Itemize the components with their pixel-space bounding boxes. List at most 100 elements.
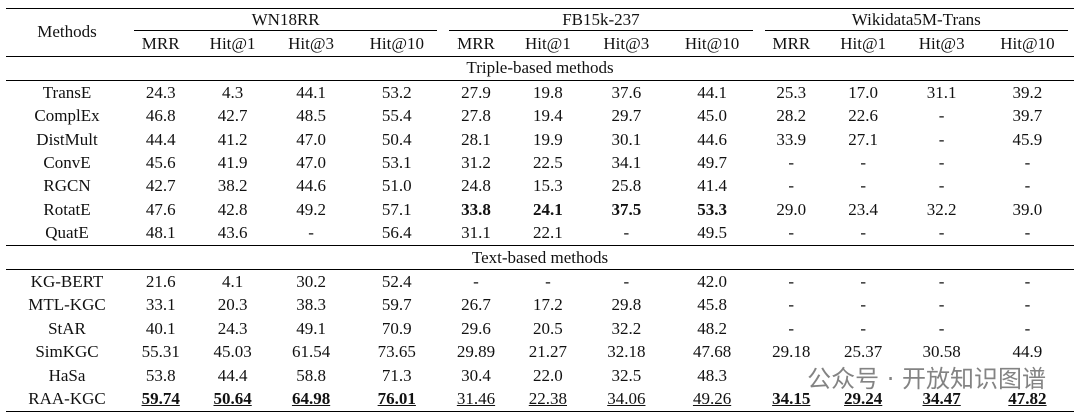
value-cell: 33.1 [145, 295, 176, 315]
method-name: RAA-KGC [6, 387, 128, 412]
value-cell: 34.47 [902, 387, 981, 412]
value-cell: - [860, 271, 867, 291]
value-cell: 23.4 [848, 199, 879, 219]
value-cell: 17.2 [533, 295, 563, 315]
value-cell: - [938, 271, 945, 291]
value-cell: 45.03 [213, 342, 252, 362]
value-cell: 46.8 [145, 106, 176, 126]
value: 59.74 [141, 388, 180, 408]
value-cell: 58.8 [296, 365, 326, 385]
value-cell: 53.8 [145, 365, 176, 385]
value-cell: 37.6 [611, 82, 642, 102]
value-cell: 55.4 [381, 106, 412, 126]
value-cell: 22.1 [508, 221, 588, 246]
value-cell: 53.2 [381, 82, 412, 102]
value: 76.01 [377, 388, 416, 408]
value-cell: 17.0 [848, 82, 879, 102]
section-title: Text-based methods [6, 245, 1074, 271]
value-cell: 49.7 [697, 153, 727, 173]
value-cell: 47.0 [296, 129, 326, 149]
value-cell: 22.6 [848, 106, 879, 126]
value-cell: 57.1 [381, 199, 412, 219]
value-cell: 28.1 [461, 129, 491, 149]
metric-header: Hit@10 [665, 32, 759, 57]
value-cell: 45.0 [697, 106, 727, 126]
value-cell: 20.3 [217, 295, 248, 315]
value-cell: 51.0 [381, 176, 412, 196]
value-cell: - [1024, 271, 1031, 291]
value-cell: 76.01 [350, 387, 444, 412]
table-row: QuatE 48.1 43.6-56.4 31.1 22.1-49.5- - - - [6, 221, 1074, 246]
section-row: Text-based methods [6, 245, 1074, 271]
value-cell: - [980, 221, 1074, 246]
methods-header: Methods [6, 8, 128, 57]
value: 29.24 [844, 388, 883, 408]
value-cell: 29.6 [461, 318, 491, 338]
metric-header: Hit@3 [271, 32, 351, 57]
method-name: DistMult [36, 129, 98, 149]
value-cell: - [1024, 153, 1031, 173]
table-body: Triple-based methods TransE 24.3 4.3 44.1 53.… [6, 56, 1074, 412]
value-cell: 37.5 [587, 198, 665, 221]
value-cell: 45.8 [697, 295, 727, 315]
value-cell: 31.1 [926, 82, 957, 102]
value-cell: 21.27 [528, 342, 568, 362]
value-cell: 42.0 [697, 271, 727, 291]
value-cell: 29.7 [611, 106, 642, 126]
value-cell: 4.1 [221, 271, 244, 291]
metric-header: MRR [443, 32, 509, 57]
value-cell: 30.1 [611, 129, 642, 149]
method-name: HaSa [48, 365, 86, 385]
metric-header-row: MRR Hit@1 Hit@3 Hit@10 MRR Hit@1 Hit@3 Hit@10 MR… [6, 32, 1074, 57]
method-name: RGCN [43, 176, 91, 196]
table-row: ComplEx 46.8 42.7 48.5 55.4 27.8 19.4 29.7 45.0 2… [6, 105, 1074, 128]
method-name: KG-BERT [30, 271, 104, 291]
value-cell: 52.4 [381, 271, 412, 291]
value-cell: 45.6 [145, 153, 176, 173]
value-cell: - [788, 176, 795, 196]
value-cell: - [938, 318, 945, 338]
group-label: WN18RR [134, 10, 438, 32]
value-cell: 28.2 [776, 106, 807, 126]
value: 24.1 [533, 199, 563, 219]
value-cell: 32.5 [611, 365, 642, 385]
group-label: Wikidata5M-Trans [764, 10, 1068, 32]
group-header: FB15k-237 [443, 8, 759, 33]
value-cell: 48.3 [697, 365, 727, 385]
value-cell: - [1024, 176, 1031, 196]
value-cell: 33.8 [443, 198, 508, 221]
group-label: FB15k-237 [449, 10, 753, 32]
method-name: MTL-KGC [28, 295, 106, 315]
value-cell: 22.0 [533, 365, 563, 385]
value-cell: 71.3 [381, 365, 412, 385]
value-cell: 42.8 [217, 199, 248, 219]
table-row: RotatE 47.6 42.8 49.2 57.1 33.8 24.1 37.5 53.3 29… [6, 198, 1074, 221]
value-cell: 41.9 [217, 153, 248, 173]
value-cell: 38.3 [296, 295, 326, 315]
value-cell: 29.8 [611, 295, 642, 315]
value-cell: 19.8 [533, 82, 563, 102]
table-row: StAR 40.1 24.3 49.1 70.9 29.6 20.5 32.2 48.2 - - - - [6, 317, 1074, 340]
value-cell: 22.38 [508, 387, 588, 412]
value-cell: - [271, 221, 351, 246]
value-cell: - [823, 221, 903, 246]
value-cell: - [938, 106, 945, 126]
value-cell: 22.5 [533, 153, 563, 173]
value: 49.26 [692, 388, 732, 408]
value-cell: - [788, 153, 795, 173]
metric-header: MRR [128, 32, 194, 57]
value-cell: 59.74 [128, 387, 194, 412]
value-cell: 49.5 [665, 221, 759, 246]
group-header: Wikidata5M-Trans [758, 8, 1074, 33]
value-cell: 39.0 [1012, 199, 1043, 219]
value-cell: - [587, 221, 666, 246]
value-cell: 21.6 [145, 271, 176, 291]
value-cell: 42.7 [145, 176, 176, 196]
method-name: SimKGC [35, 342, 99, 362]
metric-header: Hit@1 [193, 32, 272, 57]
section-title: Triple-based methods [6, 56, 1074, 82]
value-cell: 19.9 [533, 129, 563, 149]
value-cell: 44.6 [697, 129, 727, 149]
value-cell: 4.3 [221, 82, 244, 102]
table-row: MTL-KGC 33.1 20.3 38.3 59.7 26.7 17.2 29.8 45.8 -… [6, 294, 1074, 317]
